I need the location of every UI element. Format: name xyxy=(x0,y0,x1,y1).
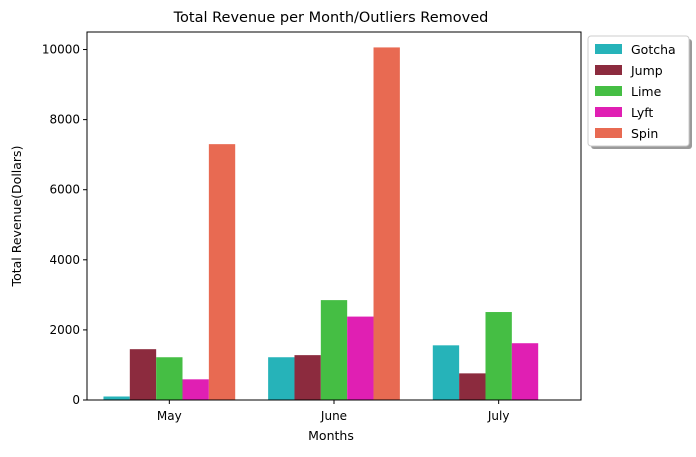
bar-spin-may xyxy=(208,144,236,400)
bar-lime-june xyxy=(320,300,348,400)
x-tick-label: June xyxy=(320,409,347,423)
bar-lyft-may xyxy=(182,379,209,400)
bars-layer xyxy=(103,47,539,400)
legend-swatch-spin xyxy=(595,128,622,138)
y-axis: 0 2000 4000 6000 8000 10000 xyxy=(42,43,87,407)
bar-lyft-june xyxy=(347,316,374,400)
bar-gotcha-may xyxy=(103,396,130,400)
legend-label-gotcha: Gotcha xyxy=(631,42,676,57)
legend-box xyxy=(587,35,690,147)
plot-frame xyxy=(86,31,582,401)
y-tick-label: 2000 xyxy=(49,323,80,337)
y-axis-label: Total Revenue(Dollars) xyxy=(9,146,24,288)
y-tick-label: 8000 xyxy=(49,113,80,127)
x-tick-label: May xyxy=(157,409,182,423)
y-tick-label: 6000 xyxy=(49,183,80,197)
x-axis-label: Months xyxy=(308,428,354,443)
legend: Gotcha Jump Lime Lyft Spin xyxy=(587,35,692,149)
x-axis: May June July xyxy=(157,400,510,423)
bar-lime-may xyxy=(156,357,183,400)
bar-lyft-july xyxy=(511,343,539,400)
legend-label-lime: Lime xyxy=(631,84,662,99)
legend-label-lyft: Lyft xyxy=(631,105,653,120)
chart-title: Total Revenue per Month/Outliers Removed xyxy=(173,10,489,26)
x-tick-label: July xyxy=(487,409,510,423)
bar-gotcha-july xyxy=(432,345,460,400)
legend-label-spin: Spin xyxy=(631,126,658,141)
legend-swatch-gotcha xyxy=(595,44,622,54)
legend-label-jump: Jump xyxy=(630,63,663,78)
legend-swatch-lime xyxy=(595,86,622,96)
bar-jump-june xyxy=(294,355,321,400)
bar-gotcha-june xyxy=(268,357,295,400)
bar-jump-july xyxy=(459,373,486,400)
y-tick-label: 0 xyxy=(72,393,80,407)
legend-swatch-jump xyxy=(595,65,622,75)
legend-swatch-lyft xyxy=(595,107,622,117)
bar-lime-july xyxy=(485,312,512,400)
y-tick-label: 10000 xyxy=(42,43,80,57)
y-tick-label: 4000 xyxy=(49,253,80,267)
bar-spin-june xyxy=(373,47,400,400)
bar-jump-may xyxy=(129,349,157,400)
